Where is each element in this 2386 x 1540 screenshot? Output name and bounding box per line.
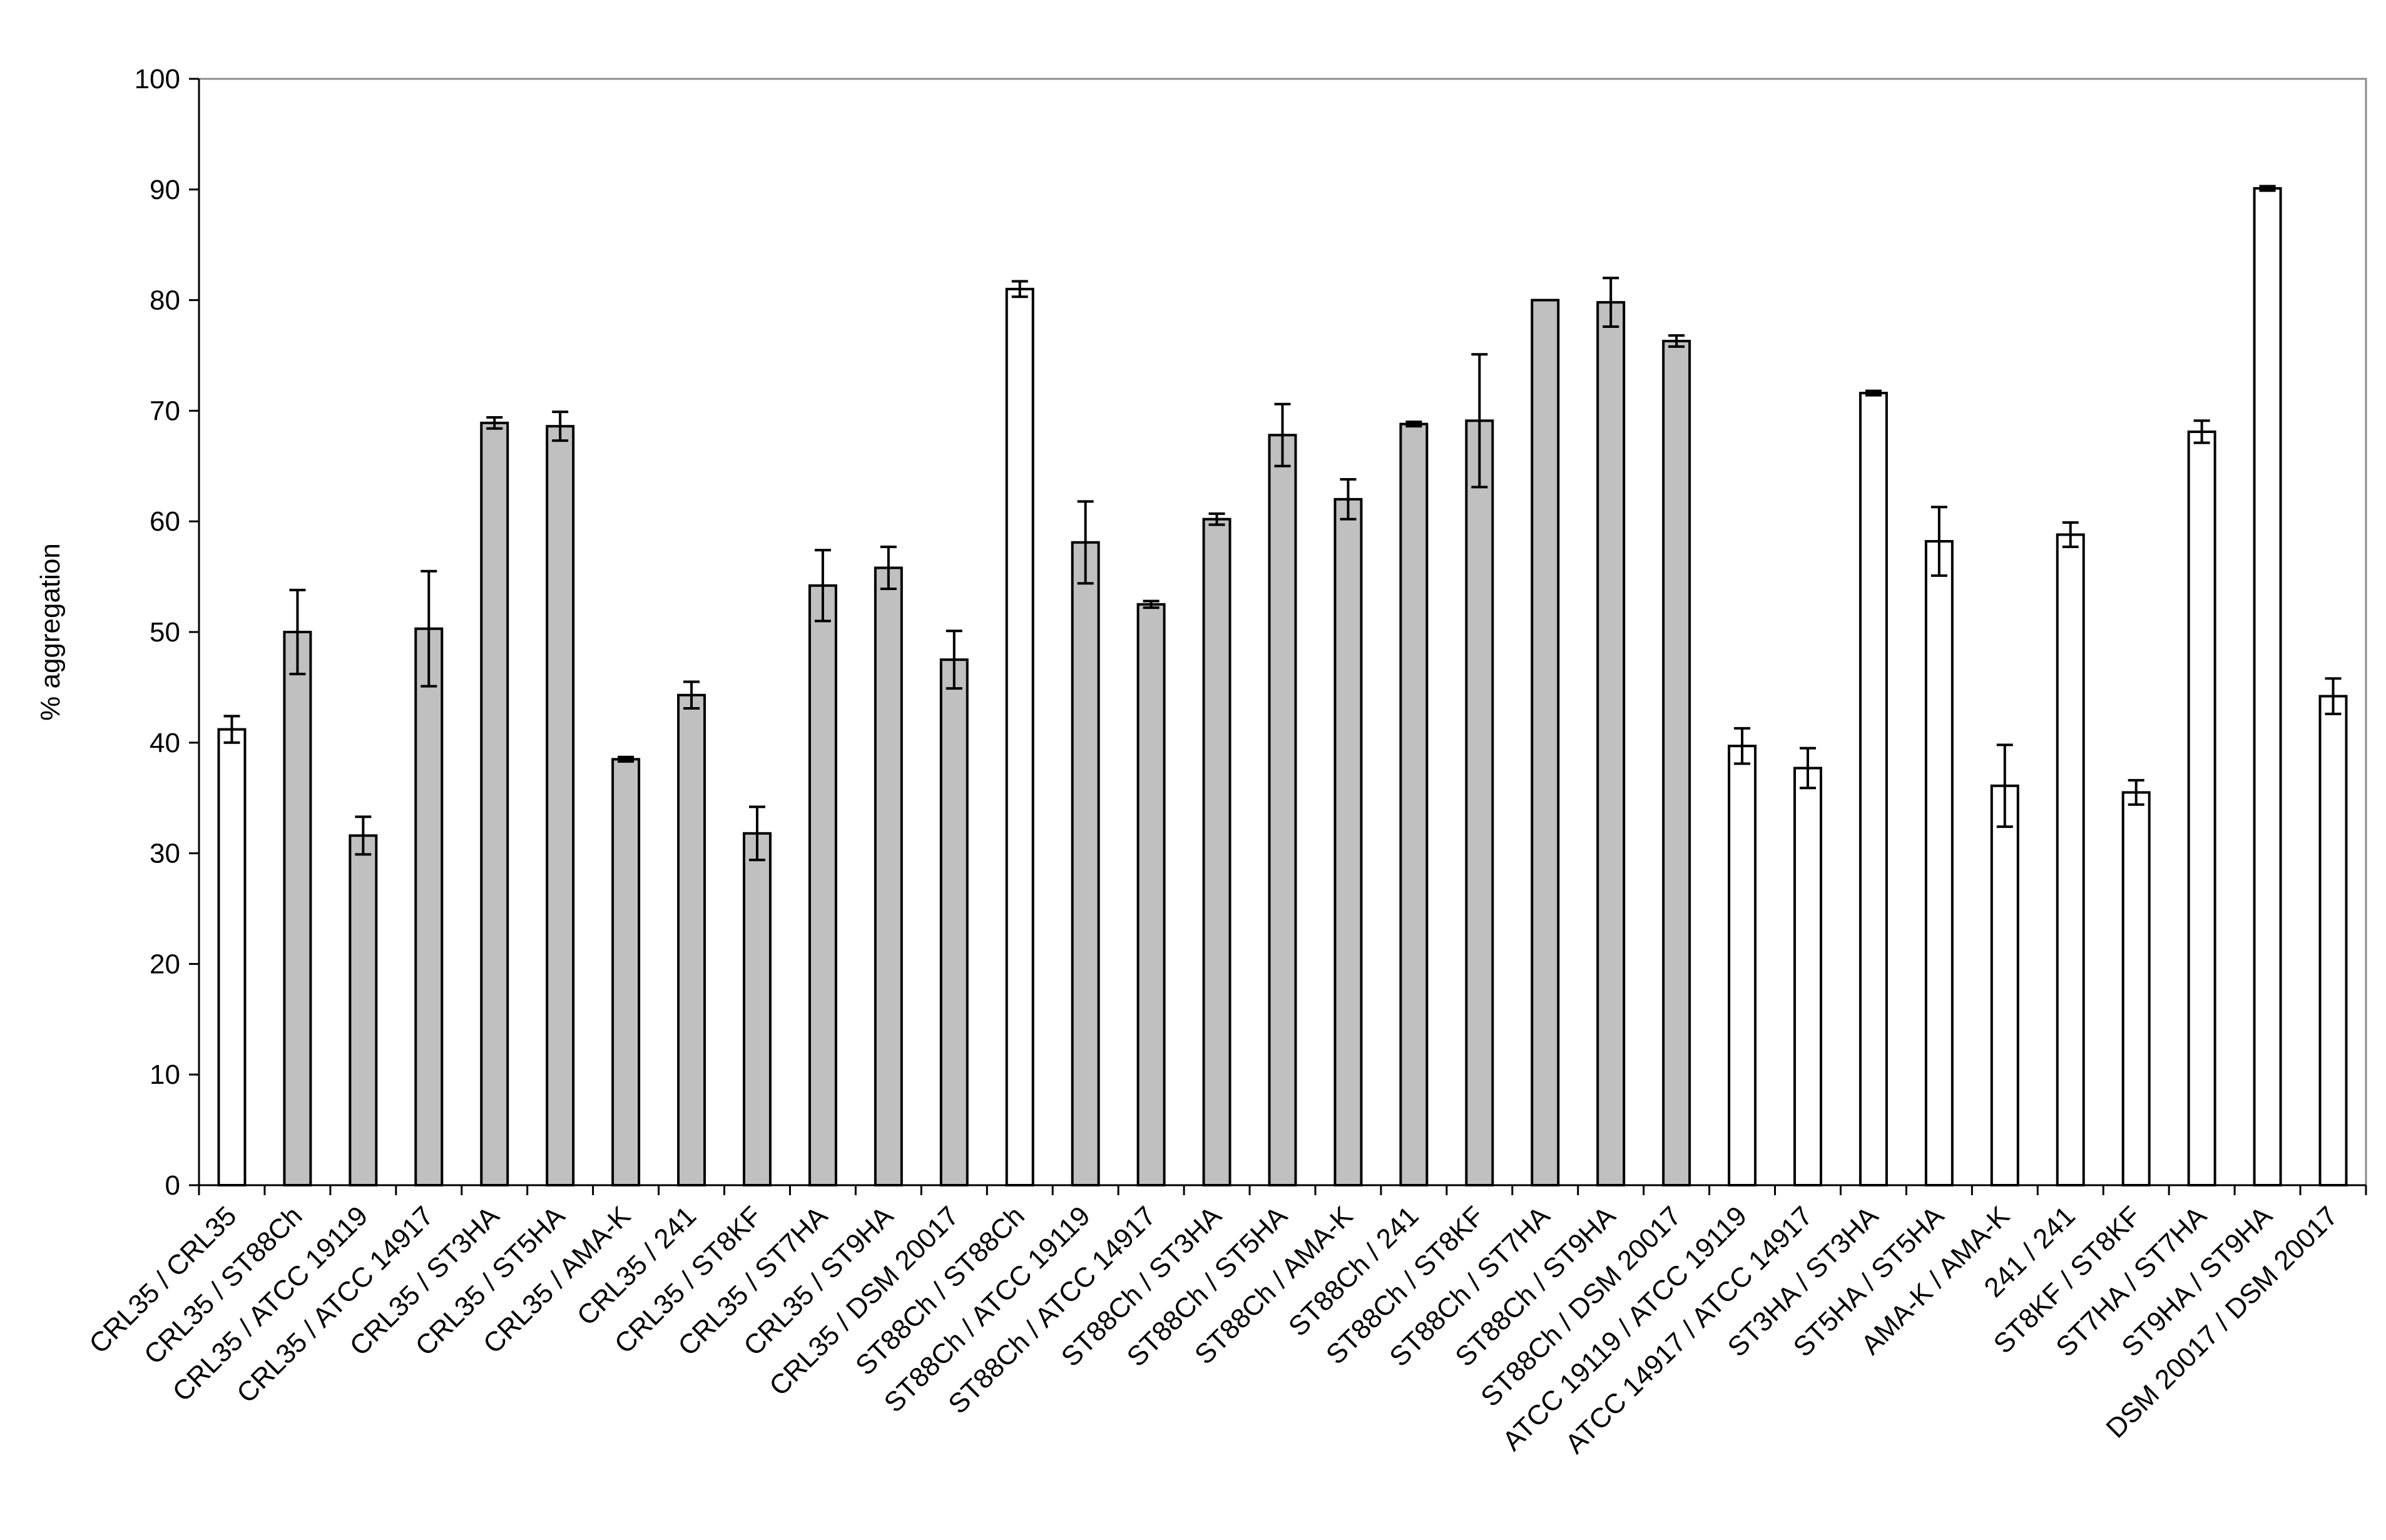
y-tick-label: 20 bbox=[150, 949, 180, 979]
y-tick-label: 100 bbox=[135, 64, 180, 94]
bar bbox=[2318, 695, 2348, 1186]
y-tick-label: 80 bbox=[150, 285, 180, 316]
bar bbox=[1136, 603, 1166, 1186]
bar bbox=[2121, 791, 2151, 1186]
bar bbox=[1728, 745, 1757, 1186]
bar bbox=[480, 421, 509, 1186]
bar bbox=[414, 627, 444, 1186]
bar bbox=[611, 758, 641, 1186]
bar bbox=[2253, 187, 2282, 1187]
y-tick-label: 60 bbox=[150, 506, 180, 537]
bar bbox=[1793, 767, 1823, 1186]
bar bbox=[1924, 540, 1954, 1186]
bar bbox=[1596, 301, 1626, 1186]
bar bbox=[1465, 419, 1494, 1186]
bar bbox=[546, 425, 575, 1186]
bar bbox=[1399, 422, 1429, 1187]
bar bbox=[808, 584, 837, 1186]
bar bbox=[939, 658, 969, 1186]
bar bbox=[1202, 518, 1231, 1187]
bar bbox=[1005, 287, 1034, 1186]
bar bbox=[283, 631, 312, 1186]
bar bbox=[874, 566, 903, 1186]
bar bbox=[1990, 784, 2019, 1186]
bar bbox=[217, 728, 247, 1186]
bar bbox=[1531, 298, 1560, 1187]
bar bbox=[1662, 340, 1691, 1186]
bar bbox=[1268, 434, 1297, 1186]
y-tick-label: 40 bbox=[150, 728, 180, 758]
y-tick-label: 50 bbox=[150, 617, 180, 648]
bar bbox=[1071, 541, 1100, 1186]
y-tick-label: 90 bbox=[150, 175, 180, 205]
y-tick-label: 0 bbox=[165, 1170, 180, 1201]
bar bbox=[1333, 497, 1363, 1187]
bar bbox=[1858, 392, 1888, 1186]
y-axis-title: % aggregation bbox=[35, 543, 66, 721]
y-tick-label: 70 bbox=[150, 395, 180, 426]
bar bbox=[742, 832, 772, 1186]
y-tick-label: 30 bbox=[150, 839, 180, 869]
y-tick-label: 10 bbox=[150, 1059, 180, 1090]
bar bbox=[349, 834, 378, 1186]
bar bbox=[677, 693, 706, 1186]
bar bbox=[2056, 533, 2085, 1186]
bar bbox=[2187, 430, 2216, 1187]
